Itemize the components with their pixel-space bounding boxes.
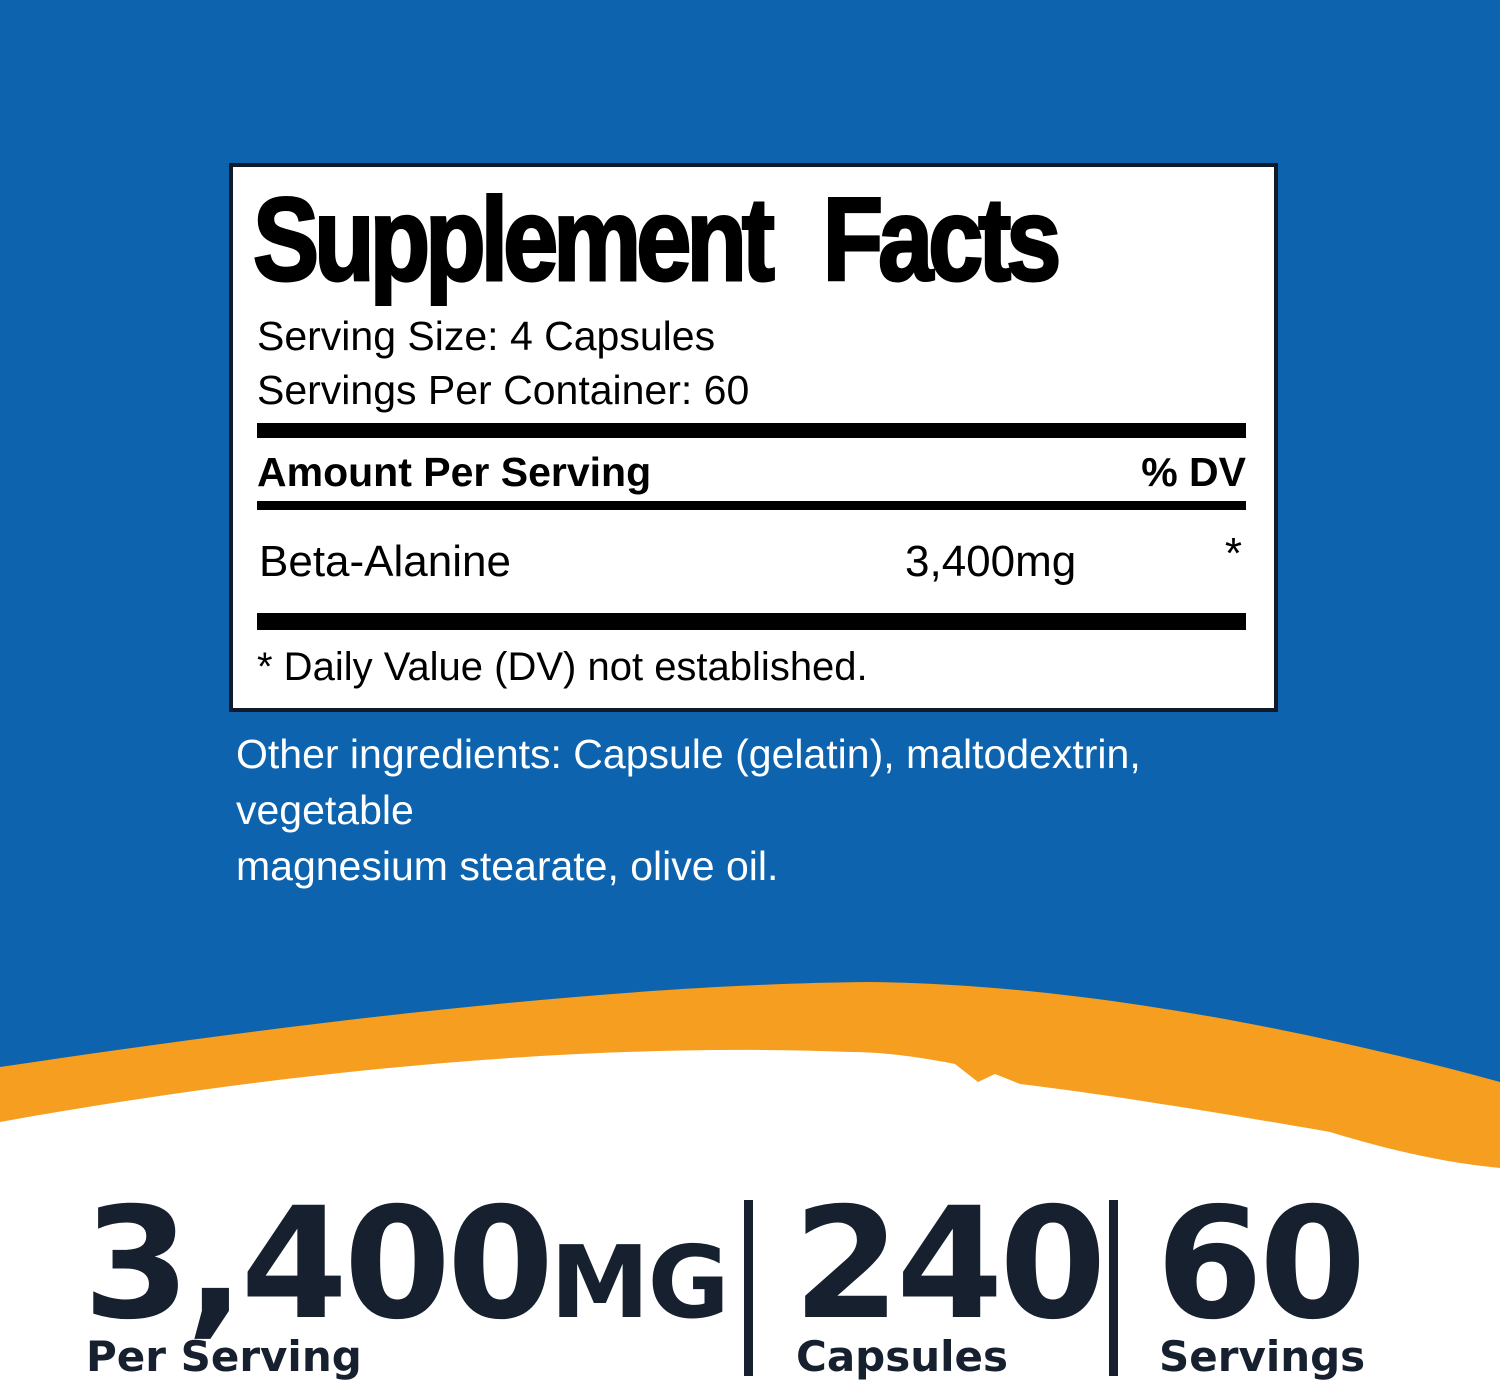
stat-per-serving-unit: MG [550, 1224, 730, 1341]
serving-size: Serving Size: 4 Capsules [257, 313, 716, 359]
amount-per-serving-label: Amount Per Serving [257, 449, 652, 495]
thick-rule-bottom [257, 613, 1246, 630]
stat-servings-label: Servings [1159, 1332, 1366, 1381]
stat-servings-value: 60 [1156, 1188, 1366, 1342]
percent-dv-label: % DV [1141, 449, 1246, 495]
stat-capsules-value: 240 [793, 1188, 1106, 1342]
amount-header-row: Amount Per Serving % DV [257, 449, 1246, 496]
dv-footnote: * Daily Value (DV) not established. [257, 645, 868, 689]
ingredient-dv-asterisk: * [1224, 529, 1242, 578]
thick-rule-top [257, 423, 1246, 438]
stat-capsules-number: 240 [793, 1175, 1106, 1354]
orange-swoosh-shape [0, 979, 1500, 1168]
supplement-facts-panel: Supplement Facts Serving Size: 4 Capsule… [229, 163, 1278, 712]
stat-per-serving-label: Per Serving [86, 1332, 362, 1381]
ingredient-name: Beta-Alanine [259, 537, 511, 586]
other-ingredients-line-2: magnesium stearate, olive oil. [236, 842, 779, 889]
other-ingredients: Other ingredients: Capsule (gelatin), ma… [236, 727, 1276, 894]
other-ingredients-line-1: Other ingredients: Capsule (gelatin), ma… [236, 731, 1141, 833]
ingredient-amount: 3,400mg [905, 537, 1077, 586]
servings-per-container: Servings Per Container: 60 [257, 367, 750, 413]
stat-per-serving-value: 3,400MG [83, 1188, 730, 1342]
stat-servings-number: 60 [1156, 1175, 1366, 1354]
medium-rule [257, 501, 1246, 510]
panel-title: Supplement Facts [252, 174, 1063, 306]
stat-per-serving-number: 3,400 [83, 1175, 554, 1354]
stat-capsules-label: Capsules [796, 1332, 1009, 1381]
stat-divider-2 [1109, 1200, 1118, 1376]
stat-divider-1 [744, 1200, 753, 1376]
